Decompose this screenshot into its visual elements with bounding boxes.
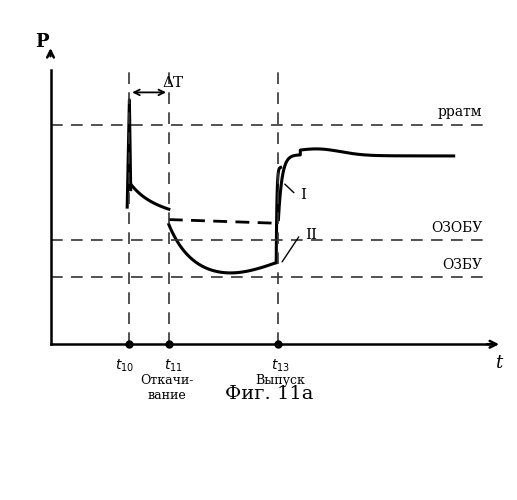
Text: $t_{10}$: $t_{10}$ bbox=[115, 358, 134, 374]
Text: рpатм: рpатм bbox=[438, 104, 482, 118]
Text: I: I bbox=[300, 188, 306, 202]
Text: $t_{13}$: $t_{13}$ bbox=[271, 358, 290, 374]
Text: ОЗБУ: ОЗБУ bbox=[442, 258, 482, 272]
Text: ОЗОБУ: ОЗОБУ bbox=[431, 220, 482, 234]
Text: t: t bbox=[495, 354, 503, 372]
Text: II: II bbox=[305, 228, 317, 241]
Text: Фиг. 11а: Фиг. 11а bbox=[225, 386, 314, 404]
Text: P: P bbox=[35, 32, 49, 50]
Text: Откачи-
вание: Откачи- вание bbox=[140, 374, 193, 402]
Text: ΔТ: ΔТ bbox=[162, 76, 184, 90]
Text: $t_{11}$: $t_{11}$ bbox=[164, 358, 183, 374]
Text: Выпуск: Выпуск bbox=[255, 374, 306, 387]
